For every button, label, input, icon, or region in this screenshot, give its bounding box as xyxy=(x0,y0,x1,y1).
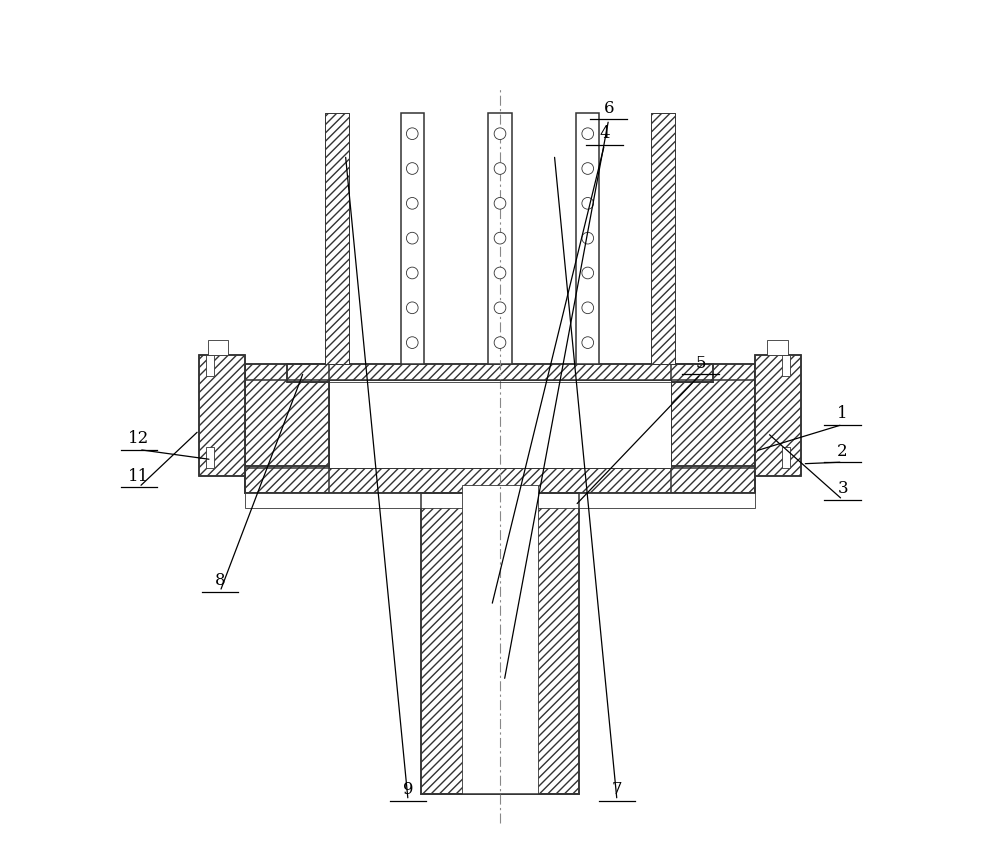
Bar xyxy=(325,113,349,364)
Bar xyxy=(245,364,329,493)
Bar xyxy=(206,355,214,376)
Bar xyxy=(325,113,349,364)
Bar xyxy=(462,484,538,794)
Circle shape xyxy=(494,232,506,244)
Bar xyxy=(782,447,790,468)
Circle shape xyxy=(494,302,506,314)
Bar xyxy=(651,113,675,364)
Circle shape xyxy=(582,267,594,279)
Text: 9: 9 xyxy=(403,782,413,798)
Text: 8: 8 xyxy=(215,572,225,589)
Text: 5: 5 xyxy=(695,355,706,372)
Circle shape xyxy=(406,337,418,349)
Text: 6: 6 xyxy=(603,100,614,117)
Text: 3: 3 xyxy=(837,480,848,497)
Bar xyxy=(421,493,579,794)
Circle shape xyxy=(494,163,506,175)
Bar xyxy=(755,355,801,476)
Circle shape xyxy=(582,127,594,139)
Circle shape xyxy=(494,127,506,139)
Circle shape xyxy=(582,337,594,349)
Circle shape xyxy=(406,127,418,139)
Circle shape xyxy=(494,197,506,209)
Circle shape xyxy=(582,197,594,209)
Circle shape xyxy=(582,232,594,244)
Bar xyxy=(245,466,755,493)
Bar xyxy=(208,340,228,355)
Circle shape xyxy=(582,302,594,314)
Bar xyxy=(287,364,713,381)
Bar xyxy=(401,113,424,364)
Text: 1: 1 xyxy=(837,405,848,422)
Bar xyxy=(671,364,755,493)
Circle shape xyxy=(406,302,418,314)
Bar xyxy=(488,113,512,364)
Circle shape xyxy=(406,232,418,244)
Bar xyxy=(206,447,214,468)
Bar xyxy=(245,493,755,508)
Bar xyxy=(245,466,755,493)
Bar xyxy=(199,355,245,476)
Bar xyxy=(782,355,790,376)
Bar xyxy=(329,380,671,468)
Circle shape xyxy=(582,163,594,175)
Text: 7: 7 xyxy=(612,782,622,798)
Text: 4: 4 xyxy=(599,125,610,142)
Circle shape xyxy=(406,197,418,209)
Bar xyxy=(755,355,801,476)
Circle shape xyxy=(494,267,506,279)
Bar xyxy=(245,380,755,468)
Circle shape xyxy=(494,337,506,349)
Bar xyxy=(287,364,713,381)
Bar xyxy=(767,340,788,355)
Bar xyxy=(576,113,599,364)
Circle shape xyxy=(406,163,418,175)
Circle shape xyxy=(406,267,418,279)
Text: 2: 2 xyxy=(837,443,848,460)
Bar xyxy=(245,364,329,493)
Bar xyxy=(421,493,579,794)
Bar xyxy=(651,113,675,364)
Bar xyxy=(245,380,755,468)
Bar xyxy=(199,355,245,476)
Text: 11: 11 xyxy=(128,468,150,484)
Bar xyxy=(671,364,755,493)
Text: 12: 12 xyxy=(128,430,150,447)
